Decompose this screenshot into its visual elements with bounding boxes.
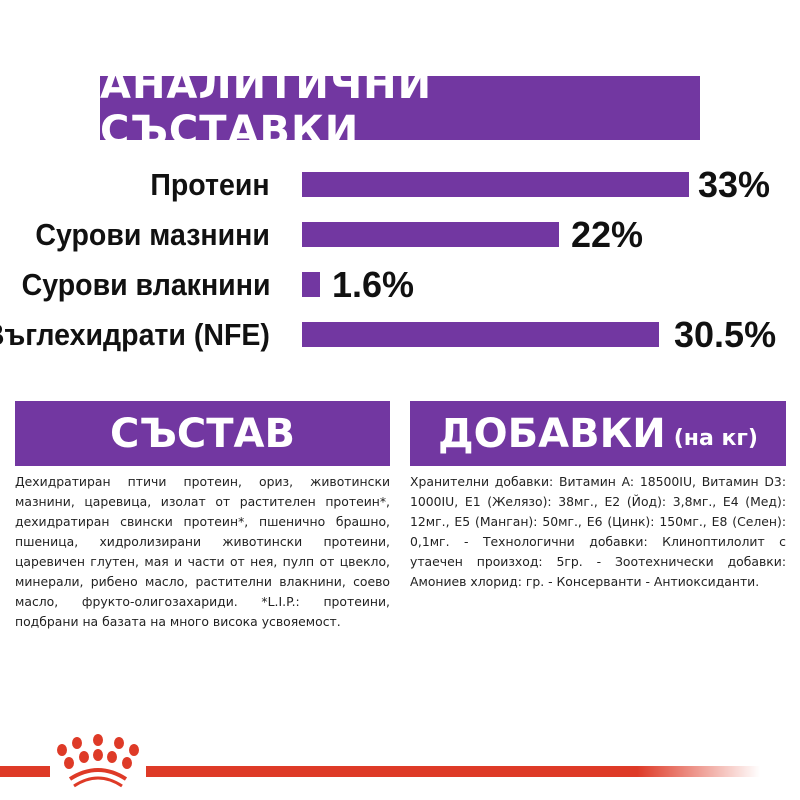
composition-heading-text: СЪСТАВ (109, 410, 296, 457)
row-label: Сурови влакнини (21, 267, 270, 302)
composition-text: Дехидратиран птичи протеин, ориз, животи… (15, 474, 390, 629)
row-label: Въглехидрати (NFE) (0, 317, 270, 352)
crown-paw-logo-icon (57, 734, 139, 788)
additives-heading-unit: (на кг) (673, 426, 758, 451)
chart-row-carbohydrates: Въглехидрати (NFE) 30.5% (0, 310, 800, 360)
analytical-constituents-title: АНАЛИТИЧНИ СЪСТАВКИ (100, 62, 700, 154)
additives-text: Хранителни добавки: Витамин A: 18500IU, … (410, 474, 786, 589)
chart-row-protein: Протеин 33% (0, 160, 800, 210)
additives-heading: ДОБАВКИ (на кг) (410, 401, 786, 466)
composition-heading: СЪСТАВ (15, 401, 390, 466)
row-label: Сурови мазнини (35, 217, 270, 252)
bar-protein (302, 172, 689, 197)
chart-row-fiber: Сурови влакнини 1.6% (0, 260, 800, 310)
footer-divider-left (0, 766, 50, 777)
row-value: 22% (571, 214, 644, 255)
footer-divider-right (146, 766, 760, 777)
row-value: 1.6% (332, 264, 415, 305)
row-label: Протеин (150, 167, 270, 202)
bar-fat (302, 222, 559, 247)
chart-row-fat: Сурови мазнини 22% (0, 210, 800, 260)
bar-fiber (302, 272, 320, 297)
additives-heading-text: ДОБАВКИ (438, 410, 666, 457)
row-value: 33% (698, 164, 771, 205)
bar-carbohydrates (302, 322, 659, 347)
row-value: 30.5% (674, 314, 777, 355)
